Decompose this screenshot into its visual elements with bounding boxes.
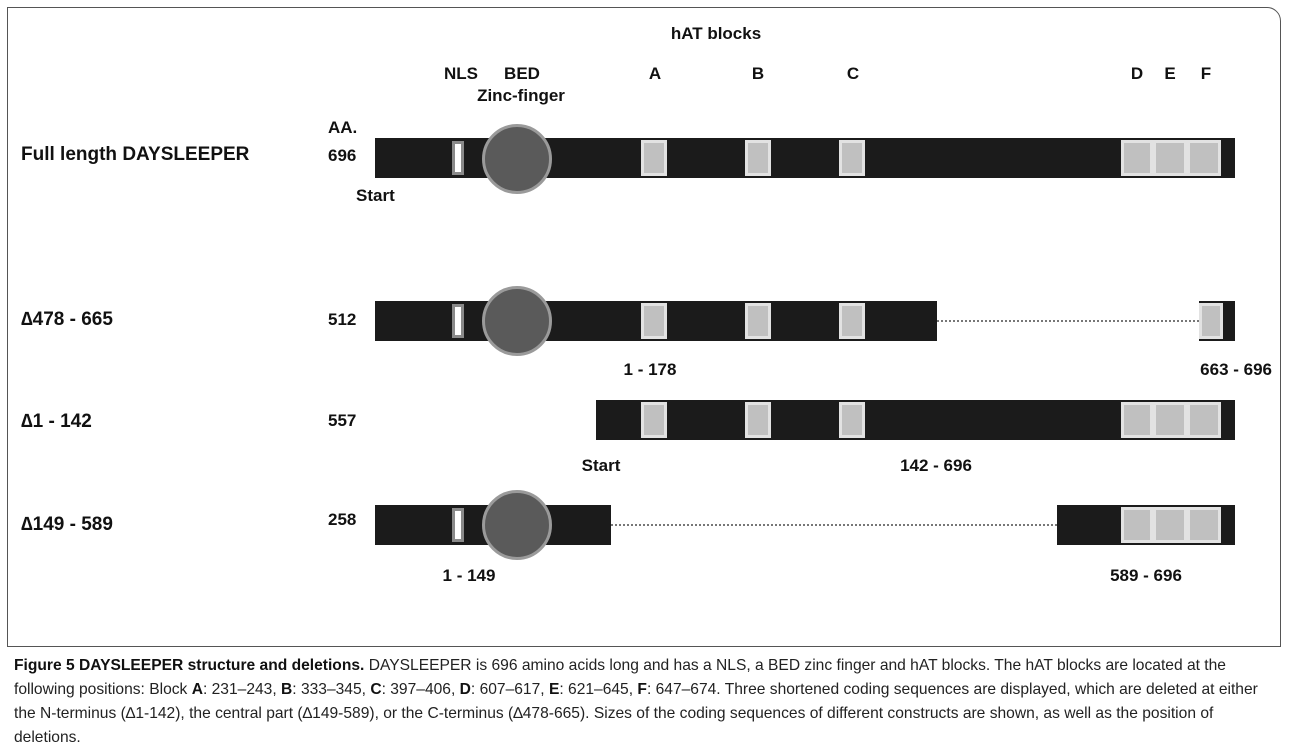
block-d-label: D [1130,64,1144,83]
block-f-label: F [1200,64,1212,83]
bed-label: BED [504,64,540,83]
hat-block-f [1187,507,1221,543]
length-label-258: 258 [328,510,357,529]
hat-block-d [1121,402,1153,438]
hat-block-b [745,140,771,176]
bed-zinc-finger-circle [482,490,552,560]
hat-block-d [1121,507,1153,543]
deletion-line-478-665 [937,320,1199,322]
hat-block-f [1187,140,1221,176]
row-title-del-478-665: ∆478 - 665 [21,309,113,330]
nls-label: NLS [444,64,478,83]
hat-block-a [641,140,667,176]
block-a-label: A [648,64,662,83]
caption-block-a: A [191,681,203,698]
caption-block-b-range: : 333–345, [292,681,371,698]
bed-zinc-finger-circle [482,124,552,194]
figure-caption: Figure 5 DAYSLEEPER structure and deleti… [14,654,1280,750]
hat-block-c [839,303,865,339]
block-c-label: C [846,64,860,83]
hat-block-c [839,140,865,176]
nls-box [452,304,464,338]
hat-block-f [1199,303,1223,339]
row-title-full-length: Full length DAYSLEEPER [21,144,250,165]
kept-range-1-178: 1 - 178 [623,360,677,379]
length-label-512: 512 [328,310,357,329]
hat-block-a [641,303,667,339]
caption-block-f: F [637,681,647,698]
figure-frame [7,7,1281,647]
row-title-del-149-589: ∆149 - 589 [21,514,113,535]
kept-range-1-149: 1 - 149 [442,566,496,585]
start-label-full: Start [356,186,395,205]
length-label-557: 557 [328,411,357,430]
row-title-del-1-142: ∆1 - 142 [21,411,92,432]
aa-label: AA. [328,118,358,137]
hat-block-e [1153,507,1187,543]
caption-intro: DAYSLEEPER is 696 amino acids long and h… [14,657,1226,698]
caption-block-d-range: : 607–617, [470,681,549,698]
zinc-finger-label: Zinc-finger [477,86,565,105]
bed-zinc-finger-circle [482,286,552,356]
start-label-del-1-142: Start [581,456,621,475]
kept-range-142-696: 142 - 696 [900,456,972,475]
kept-range-589-696: 589 - 696 [1110,566,1182,585]
kept-range-663-696: 663 - 696 [1200,360,1272,379]
caption-block-c-range: : 397–406, [381,681,460,698]
caption-block-e: E [548,681,560,698]
block-b-label: B [751,64,765,83]
hat-blocks-label: hAT blocks [670,24,762,43]
caption-block-d: D [459,681,471,698]
deletion-line-149-589 [611,524,1057,526]
nls-box [452,508,464,542]
hat-block-a [641,402,667,438]
hat-block-e [1153,402,1187,438]
hat-block-e [1153,140,1187,176]
length-label-full: 696 [328,146,357,165]
caption-figure-label: Figure 5 DAYSLEEPER structure and deleti… [14,657,365,674]
caption-block-e-range: : 621–645, [559,681,638,698]
nls-box [452,141,464,175]
hat-block-b [745,303,771,339]
caption-block-a-range: : 231–243, [202,681,282,698]
hat-block-f [1187,402,1221,438]
caption-block-b: B [281,681,293,698]
caption-block-f-range: : 647–674. [646,681,721,698]
caption-rest: Three shortened coding sequences are dis… [14,681,1258,746]
block-e-label: E [1164,64,1176,83]
hat-block-c [839,402,865,438]
caption-block-c: C [370,681,382,698]
hat-block-d [1121,140,1153,176]
hat-block-b [745,402,771,438]
